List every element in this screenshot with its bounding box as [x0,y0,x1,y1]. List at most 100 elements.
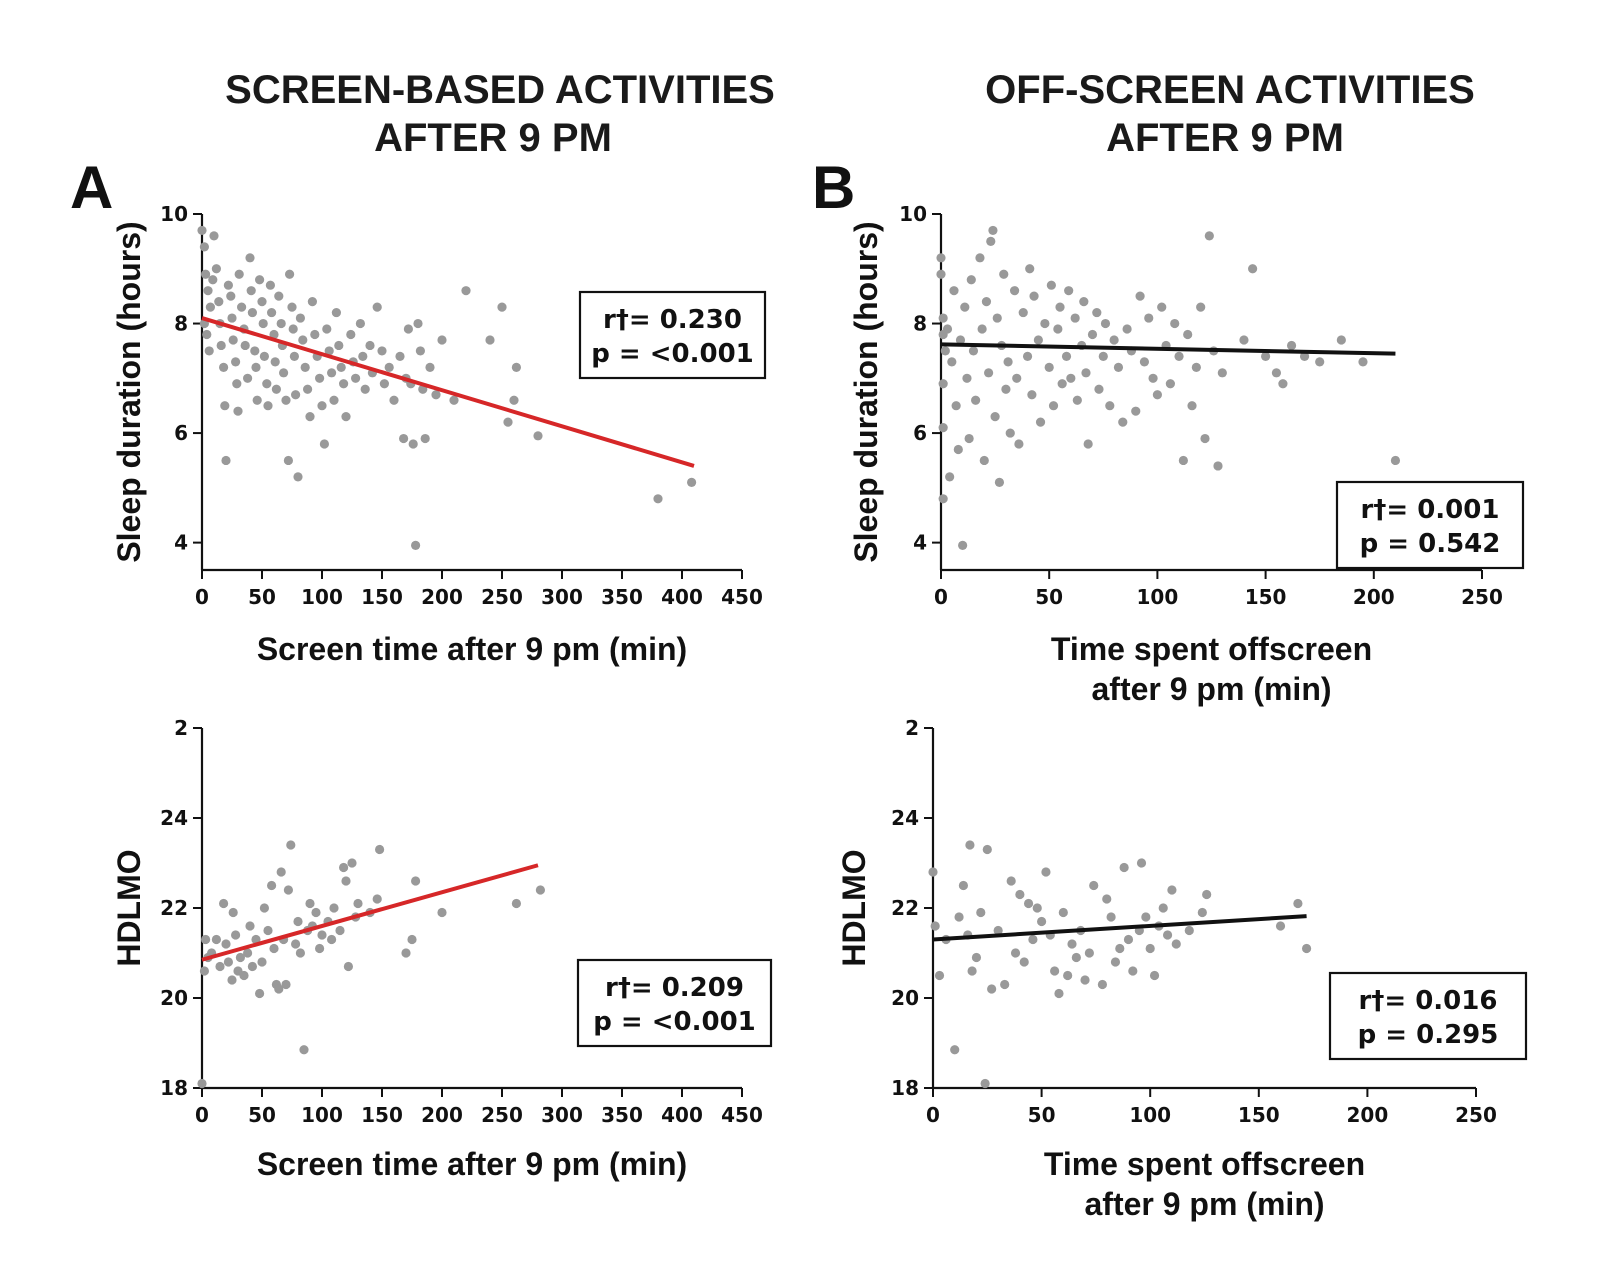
data-point [1006,876,1016,886]
data-point [227,975,237,985]
data-point [291,390,301,400]
data-point [1315,357,1325,367]
data-point [269,943,279,954]
stats-box [1328,971,1528,1061]
x-tick-label: 450 [721,1103,763,1127]
data-point [411,540,421,550]
stats-p-value: p = <0.001 [593,1007,756,1037]
data-point [267,880,277,891]
y-tick-label: 4 [174,531,188,555]
data-point [431,390,441,400]
data-point [311,907,321,918]
data-point [420,433,430,444]
chart-a-sleep-duration: 0 50 100 150 200 250 300 350 400 450 4 6 8 10 Screen t… [111,202,767,667]
data-point [346,329,356,340]
data-point [232,379,242,389]
data-point [1046,280,1056,290]
data-point [1058,907,1068,918]
data-point [1001,384,1011,394]
data-point [958,880,969,891]
data-point [950,1045,960,1055]
data-point [407,934,417,945]
data-point [1070,313,1080,323]
data-point [395,351,405,361]
data-point [289,351,299,361]
data-point [351,373,361,383]
x-tick-label: 250 [1461,585,1503,609]
data-point [653,494,663,504]
data-point [221,455,231,466]
data-point [384,362,394,372]
data-point [945,472,955,482]
stats-r-value: r†= 0.230 [603,305,742,335]
x-tick-label: 200 [1347,1103,1389,1127]
data-point [509,395,519,405]
data-point [243,373,253,383]
data-point [951,401,961,411]
x-tick-label: 400 [661,585,703,609]
data-point [209,231,219,241]
data-point [347,858,357,868]
data-point [255,988,265,999]
data-point [1067,939,1077,949]
data-point [1083,439,1093,449]
data-point [327,934,337,945]
data-point [987,984,997,994]
data-point [403,324,413,334]
x-axis-label: Screen time after 9 pm (min) [257,1146,687,1182]
data-point [994,477,1005,487]
data-point [1275,921,1286,931]
data-point [283,455,293,466]
data-point [1110,957,1121,967]
data-point [1184,925,1194,936]
data-point [231,357,241,367]
data-point [1028,934,1038,945]
data-point [1131,406,1141,416]
data-point [980,1078,990,1089]
data-point [936,269,946,279]
data-point [1063,970,1073,981]
x-axis-label: after 9 pm (min) [1084,1186,1324,1222]
data-point [1029,291,1039,301]
x-tick-label: 400 [661,1103,703,1127]
data-point [415,346,425,356]
data-point [358,351,368,361]
data-point [1202,889,1212,900]
data-point [231,930,241,940]
data-point [201,934,211,945]
data-point [1053,324,1063,334]
data-point [199,966,209,976]
y-axis-label: Sleep duration (hours) [848,221,884,562]
data-point [295,948,305,958]
data-point [992,313,1002,323]
data-point [291,939,301,949]
data-point [287,302,297,312]
data-point [1278,379,1288,389]
data-point [938,423,948,433]
data-point [984,368,994,378]
data-point [317,930,327,940]
data-point [365,340,375,351]
x-tick-label: 300 [541,585,583,609]
data-point [228,907,238,918]
data-point [310,329,320,340]
data-point [226,291,236,301]
data-point [1178,455,1188,466]
data-point [267,307,277,318]
data-point [1358,357,1368,367]
x-axis-label: after 9 pm (min) [1091,671,1331,707]
data-point [235,952,245,963]
data-point [1174,351,1184,361]
data-point [1261,351,1271,361]
data-point [251,934,261,945]
data-point [1023,898,1034,909]
data-point [979,455,989,466]
data-point [263,925,273,936]
data-point [967,966,977,976]
y-tick-label: 22 [160,896,188,920]
x-tick-label: 350 [601,1103,643,1127]
data-point [263,401,273,411]
x-tick-label: 150 [361,1103,403,1127]
x-tick-label: 250 [481,585,523,609]
data-point [958,540,968,550]
